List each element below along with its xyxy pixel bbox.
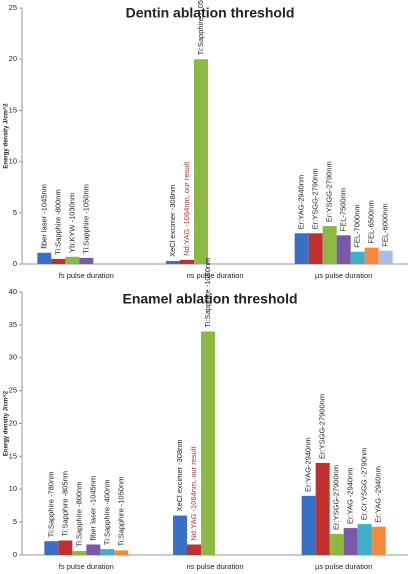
x-tick-label: ns pulse duration	[186, 562, 243, 571]
bar-label: Ti:Sapphire -800nm	[74, 481, 83, 547]
bar-label: Er:YSGG-27900nm	[318, 394, 327, 459]
bar-label: FEL-6000nm	[381, 203, 390, 246]
x-tick-label: fs pulse duration	[59, 271, 114, 280]
bar	[350, 251, 365, 264]
x-tick-label: µs pulse duration	[315, 271, 372, 280]
bar-label: Er:YAG -2940nm	[346, 467, 355, 524]
bar	[44, 541, 59, 555]
bar	[173, 515, 187, 555]
bar	[301, 495, 316, 555]
y-tick-label: 20	[9, 418, 17, 427]
bar-label: Yb:KYW -1030nm	[67, 193, 76, 253]
bar	[51, 258, 66, 264]
bar	[315, 462, 330, 555]
y-tick-label: 10	[9, 157, 17, 166]
bar-label: fiber laser -1045nm	[39, 184, 48, 249]
y-tick-label: 5	[13, 208, 17, 217]
bar	[37, 252, 52, 264]
y-tick-label: 25	[9, 386, 17, 395]
bar	[329, 533, 344, 555]
bar	[100, 549, 115, 555]
bar	[201, 331, 215, 555]
bar	[180, 259, 194, 264]
bar-label: XeCl excimer -308nm	[168, 185, 177, 257]
bar	[114, 550, 129, 555]
bar-label: Ti:Sapphire -800nm	[53, 189, 62, 255]
y-tick-label: 35	[9, 320, 17, 329]
bar-label: FEL-6500nm	[367, 200, 376, 243]
y-axis-label: Energy density J/cm^2	[4, 390, 10, 456]
bar-label: Er:YAG -2940nm	[374, 466, 383, 523]
y-tick-label: 15	[9, 105, 17, 114]
y-tick-label: 20	[9, 54, 17, 63]
bar	[364, 247, 379, 264]
bar-label: Nd:YAG -1064nm, our result	[182, 161, 191, 256]
bar-label: XeCl excimer -308nm	[175, 439, 184, 511]
bar	[194, 59, 208, 265]
x-tick-label: µs pulse duration	[315, 562, 372, 571]
bar-label: Er:YAG-2940nm	[297, 175, 306, 229]
y-tick-label: 0	[13, 259, 17, 268]
y-tick-label: 5	[13, 517, 17, 526]
bar-label: Er:YAG-2940nm	[304, 437, 313, 491]
bar	[79, 257, 94, 264]
y-tick-label: 15	[9, 451, 17, 460]
y-tick-label: 10	[9, 484, 17, 493]
bar-label: Ti:Sapphire -1050nm	[116, 477, 125, 547]
bar	[357, 524, 372, 555]
x-tick-label: fs pulse duration	[59, 562, 114, 571]
bar	[371, 526, 386, 555]
bar	[294, 233, 309, 264]
y-tick-label: 25	[9, 3, 17, 12]
bar	[378, 250, 393, 264]
bar-label: Ti:Sapphire -400nm	[102, 479, 111, 545]
bar-label: Er:YSGG-27900nm	[332, 465, 341, 530]
bar-label: Ti:Sapphire -1050nm	[196, 0, 205, 55]
y-axis-label: Energy density J/cm^2	[4, 103, 10, 169]
bar-label: Er:YSGG-2790nm	[311, 168, 320, 229]
bar	[65, 256, 80, 264]
y-tick-label: 0	[13, 550, 17, 559]
bar-label: FEL-7500nm	[339, 188, 348, 231]
chart-title: Dentin ablation threshold	[126, 5, 295, 21]
bar-label: FEL-7000nm	[353, 204, 362, 247]
bar	[343, 528, 358, 555]
bar-label: Ti:Sapphire -805nm	[60, 471, 69, 537]
bar-label: Ti:Sapphire -1050nm	[203, 258, 212, 328]
bar	[58, 540, 73, 555]
y-tick-label: 30	[9, 353, 17, 362]
bar	[336, 235, 351, 264]
y-tick-label: 40	[9, 287, 17, 296]
bar	[166, 260, 180, 264]
bar-label: Ti:Sapphire -780nm	[46, 472, 55, 538]
bar-label: fiber laser -1045nm	[88, 476, 97, 541]
bar	[308, 233, 323, 264]
bar-label: Ti:Sapphire -1050nm	[81, 184, 90, 254]
chart-title: Enamel ablation threshold	[122, 291, 297, 307]
bar-label: Nd:YAG -1064nm, our result	[189, 445, 198, 540]
bar	[322, 226, 337, 264]
bar	[72, 551, 87, 555]
bar	[187, 544, 201, 555]
bar-label: Er,Cr:YSGG -2790nm	[360, 448, 369, 521]
bar	[86, 544, 101, 555]
x-tick-label: ns pulse duration	[186, 271, 243, 280]
bar-label: Er:YSGG-2790nm	[325, 161, 334, 222]
